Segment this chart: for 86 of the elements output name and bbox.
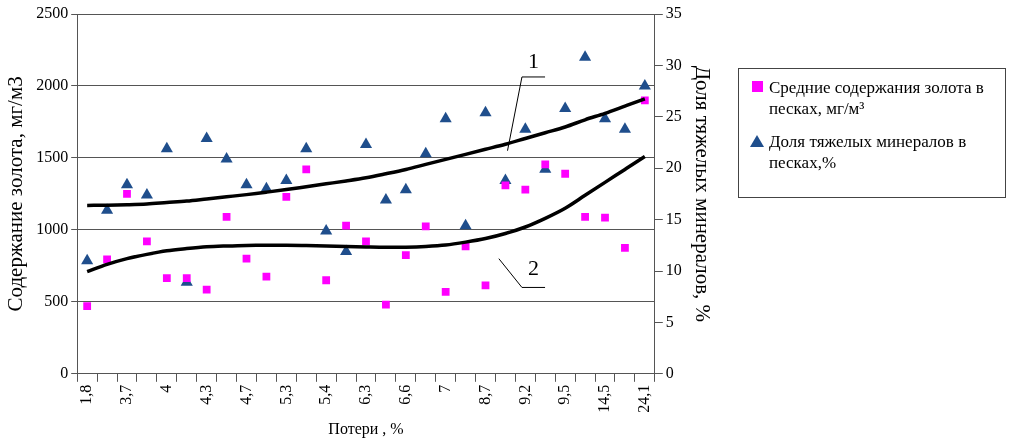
point: [342, 221, 350, 230]
point: [501, 181, 510, 190]
point: [302, 165, 311, 174]
point: [81, 253, 94, 265]
x-tick-label: 4,7: [236, 384, 254, 405]
y-tick-label: 2500: [36, 4, 69, 22]
line-series: [85, 154, 647, 274]
annotation: 1: [528, 48, 539, 74]
point: [439, 111, 452, 123]
x-tick-label: 5,4: [316, 384, 334, 405]
point: [280, 173, 293, 185]
point: [103, 255, 111, 264]
y-tick-label: 1500: [36, 148, 69, 166]
point: [300, 141, 313, 153]
x-tick-label: 4,3: [196, 384, 214, 405]
point: [220, 151, 233, 163]
point: [182, 274, 191, 282]
legend-label: Средние содержания золота в песках, мг/м³: [769, 77, 985, 119]
point: [162, 274, 171, 282]
annotation: 2: [528, 255, 539, 281]
y2-tick-label: 25: [665, 107, 682, 124]
point: [421, 222, 430, 231]
y-tick-label: 0: [60, 364, 69, 381]
point: [362, 237, 370, 246]
x-tick-label: 9,5: [555, 384, 573, 405]
point: [521, 185, 530, 194]
x-tick-label: 3,7: [117, 384, 135, 405]
point: [200, 131, 213, 142]
y2-tick-label: 30: [665, 55, 682, 73]
point: [160, 141, 173, 153]
point: [638, 78, 651, 90]
x-axis-title: Потери , %: [328, 419, 404, 438]
point: [320, 223, 333, 235]
y-tick-label: 500: [44, 292, 69, 310]
x-tick-label: 14,5: [595, 384, 613, 413]
point: [322, 276, 331, 285]
point: [618, 122, 631, 133]
point: [419, 146, 432, 158]
point: [399, 182, 412, 194]
x-tick-label: 1,8: [77, 384, 95, 405]
x-tick-label: 8,7: [475, 384, 493, 405]
point: [359, 137, 373, 149]
point: [559, 101, 572, 113]
point: [481, 281, 490, 290]
point: [120, 177, 134, 189]
point: [83, 302, 92, 311]
y-axis-title: Содержание золота, мг/м3: [3, 76, 28, 312]
y2-tick-label: 20: [665, 158, 682, 176]
x-tick-label: 24,1: [635, 384, 653, 413]
point: [379, 193, 392, 204]
point: [282, 192, 291, 201]
legend-label: Доля тяжелых минералов в песках,%: [769, 131, 968, 173]
y2-axis-title: Доля тяжелых минералов, %: [690, 65, 715, 323]
x-tick-label: 9,2: [515, 384, 533, 405]
x-tick-label: 6,3: [356, 384, 374, 405]
point: [561, 169, 570, 178]
point: [401, 251, 410, 259]
point: [581, 213, 589, 221]
point: [242, 254, 251, 263]
y2-tick-label: 5: [665, 312, 674, 330]
point: [262, 272, 271, 281]
y-tick-label: 1000: [36, 220, 69, 238]
y-tick-label: 2000: [36, 76, 69, 94]
point: [601, 213, 609, 222]
point: [222, 213, 231, 221]
y2-tick-label: 15: [665, 209, 682, 227]
x-tick-label: 5,3: [276, 384, 294, 405]
point: [541, 160, 550, 169]
x-tick-label: 4: [157, 384, 175, 393]
point: [140, 187, 153, 199]
point: [382, 300, 390, 309]
x-tick-label: 7: [435, 384, 453, 393]
point: [143, 237, 151, 246]
point: [519, 122, 532, 133]
point: [459, 218, 472, 230]
point: [441, 287, 450, 296]
point: [240, 177, 253, 189]
y2-tick-label: 0: [665, 364, 674, 381]
point: [621, 243, 629, 252]
point: [479, 105, 492, 117]
y2-tick-label: 35: [665, 4, 682, 22]
point: [123, 190, 131, 198]
y2-tick-label: 10: [665, 261, 682, 279]
x-tick-label: 6,6: [396, 384, 414, 405]
point: [202, 285, 211, 294]
point: [579, 50, 592, 61]
